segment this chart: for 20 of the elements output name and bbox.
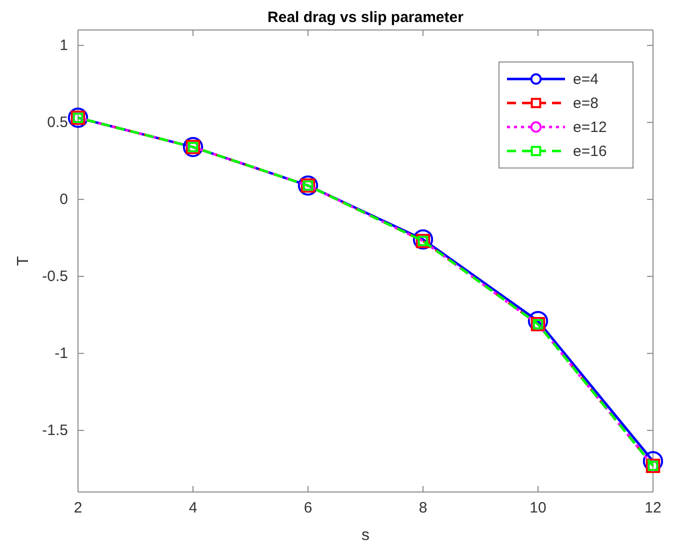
chart-title: Real drag vs slip parameter: [268, 9, 464, 26]
x-tick-label: 8: [418, 500, 428, 517]
y-axis-title: T: [15, 256, 32, 266]
legend-label: e=8: [573, 95, 598, 112]
x-tick-label: 6: [304, 500, 312, 517]
x-tick-label: 12: [644, 500, 662, 517]
y-tick-label: 0.5: [47, 114, 68, 132]
point: [412, 229, 434, 250]
x-tick-label: 4: [188, 500, 198, 517]
legend-label: e=12: [573, 119, 607, 136]
y-tick-label: 1: [60, 37, 68, 54]
x-tick-label: 2: [74, 500, 82, 517]
legend-label: e=16: [573, 143, 607, 160]
legend-label: e=4: [573, 71, 598, 88]
y-tick-label: -1: [54, 345, 68, 362]
y-tick-label: -0.5: [42, 268, 68, 286]
x-tick-label: 10: [530, 500, 546, 517]
y-tick-label: -1.5: [42, 422, 68, 440]
y-tick-label: 0: [60, 191, 68, 208]
x-axis-title: s: [362, 527, 370, 544]
